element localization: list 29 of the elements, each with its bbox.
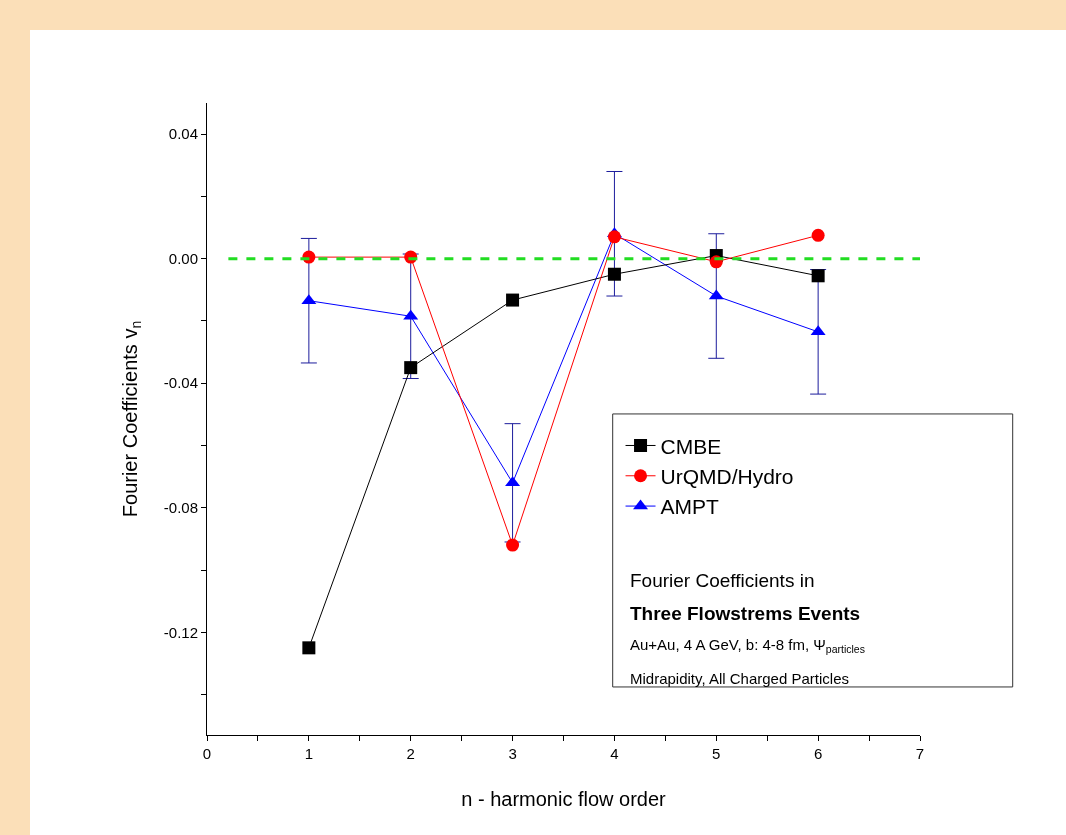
annotation: Fourier Coefficients in (630, 570, 815, 591)
y-tick-label: -0.08 (163, 498, 198, 516)
annotation: Midrapidity, All Charged Particles (630, 670, 849, 687)
x-tick-label: 3 (508, 745, 517, 762)
x-tick-label: 5 (712, 745, 721, 762)
x-tick-label: 1 (304, 745, 314, 762)
point (404, 361, 418, 375)
y-tick-label: -0.12 (163, 623, 198, 641)
x-tick-label: 6 (813, 745, 823, 762)
x-axis-title: n - harmonic flow order (461, 787, 667, 810)
point (506, 293, 520, 307)
legend-label: AMPT (660, 495, 720, 519)
x-tick-label: 7 (915, 745, 925, 762)
legend-label: UrQMD/Hydro (660, 464, 794, 488)
x-tick-label: 2 (406, 745, 415, 762)
point (607, 230, 621, 244)
point (302, 641, 316, 655)
annotation: Au+Au, 4 A GeV, b: 4-8 fm, Ψ$_{particles}$ (630, 636, 865, 656)
x-tick-label: 4 (610, 745, 619, 762)
point (811, 228, 825, 242)
y-tick-label: 0.04 (168, 125, 198, 143)
point (506, 538, 520, 552)
x-tick-label: 0 (202, 745, 212, 762)
y-tick-label: -0.04 (163, 374, 198, 392)
point (607, 267, 621, 281)
legend-label: CMBE (660, 434, 722, 458)
y-tick-label: 0.00 (168, 249, 198, 267)
annotation: Three Flowstrems Events (630, 603, 861, 624)
point (811, 269, 825, 283)
